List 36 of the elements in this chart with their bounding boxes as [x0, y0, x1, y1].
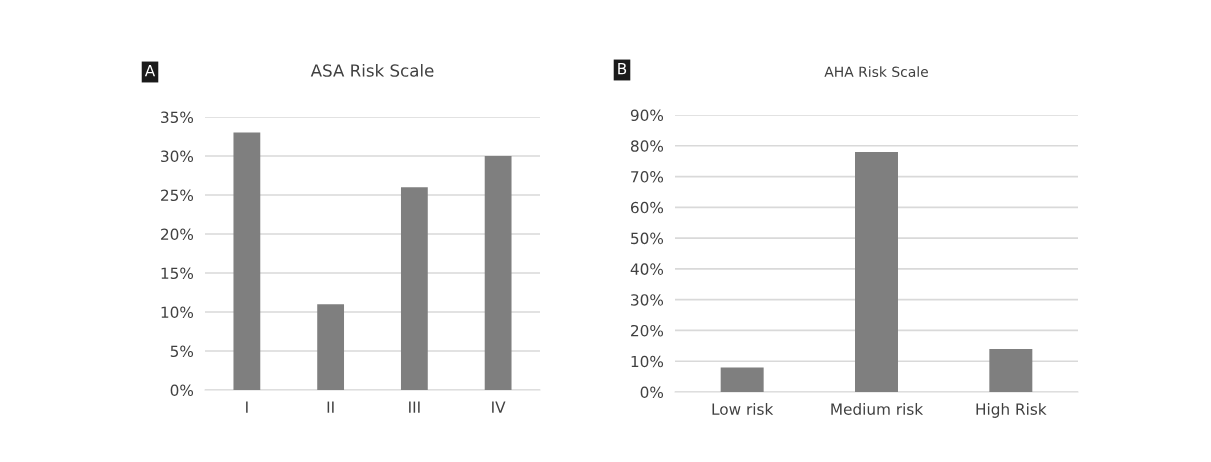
y-tick-label: 30% — [631, 294, 664, 306]
y-tick-label: 0% — [170, 384, 194, 397]
y-tick-label: 10% — [161, 306, 194, 319]
chart-title: ASA Risk Scale — [310, 63, 434, 77]
x-tick-label: I — [246, 401, 248, 413]
y-tick-label: 35% — [161, 111, 194, 124]
bar — [317, 304, 345, 390]
chart-title: AHA Risk Scale — [824, 66, 928, 78]
x-tick-label: II — [327, 401, 334, 413]
y-tick-label: 40% — [630, 263, 664, 275]
x-tick-label: Medium risk — [831, 403, 924, 415]
y-tick-label: 25% — [161, 189, 194, 202]
text: A — [144, 65, 156, 77]
x-tick-label: III — [409, 401, 420, 413]
y-tick-label: 20% — [631, 324, 664, 337]
bar — [400, 187, 428, 390]
y-tick-label: 0% — [640, 386, 664, 399]
text: B — [618, 63, 627, 75]
y-tick-label: 80% — [630, 140, 664, 152]
y-tick-label: 70% — [631, 171, 664, 183]
y-tick-label: 30% — [161, 150, 194, 163]
bar — [484, 156, 512, 390]
x-tick-label: IV — [492, 401, 506, 413]
x-tick-label: Low risk — [712, 403, 774, 415]
y-tick-label: 60% — [631, 201, 664, 214]
y-tick-label: 15% — [161, 267, 194, 280]
bar — [233, 132, 261, 390]
y-tick-label: 5% — [170, 345, 194, 358]
y-tick-label: 50% — [631, 232, 664, 245]
y-tick-label: 90% — [630, 109, 664, 122]
y-tick-label: 10% — [631, 355, 664, 368]
bar — [989, 348, 1033, 392]
y-tick-label: 20% — [161, 228, 194, 241]
bar — [720, 367, 764, 392]
x-tick-label: High Risk — [976, 403, 1047, 418]
bar — [855, 151, 898, 392]
